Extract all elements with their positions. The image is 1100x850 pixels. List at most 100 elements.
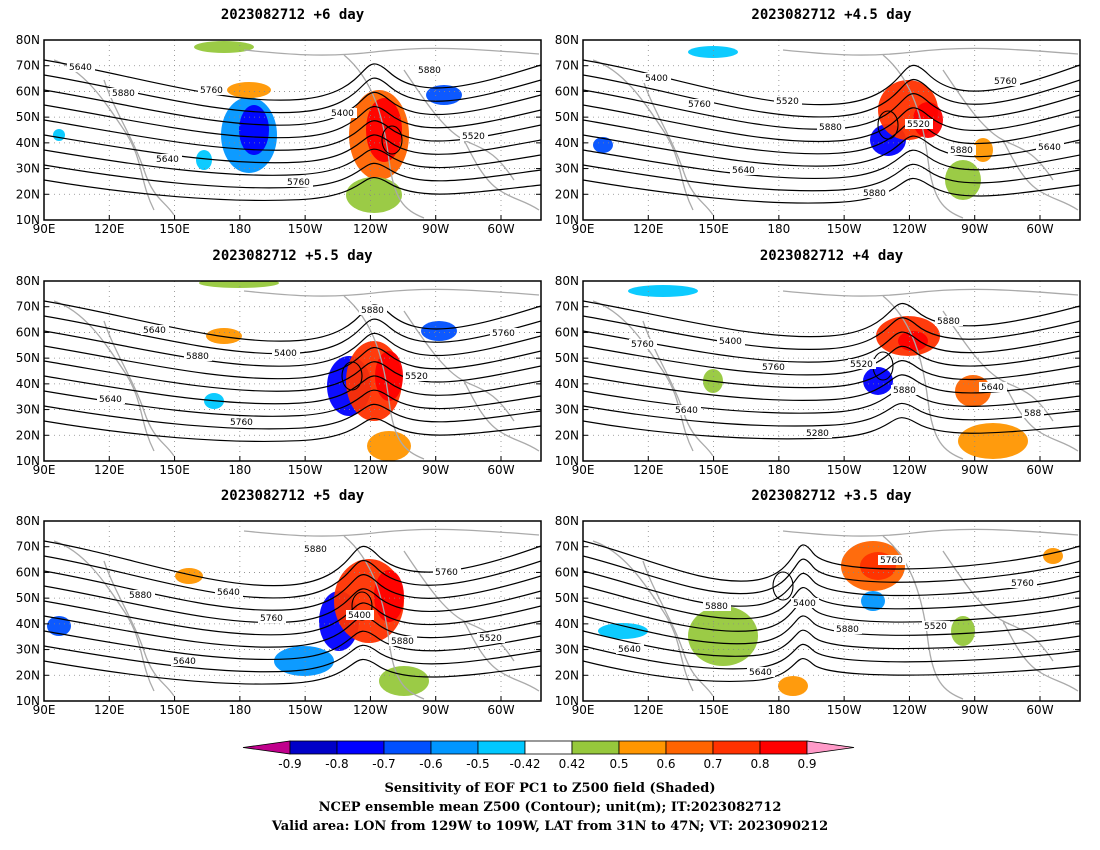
colorbar-swatch [524, 740, 573, 755]
coastline [942, 69, 1054, 181]
z500-contour [877, 110, 899, 140]
coastline [1002, 380, 1079, 452]
z500-contour [583, 59, 1080, 106]
coastline [882, 54, 964, 219]
y-tick-label: 40N [555, 617, 579, 631]
map-frame [43, 520, 542, 702]
z500-contour [44, 570, 541, 611]
colorbar-label: 0.6 [656, 757, 675, 771]
y-tick-label: 40N [555, 377, 579, 391]
y-tick-label: 20N [16, 668, 40, 682]
contour-label: 5520 [850, 360, 873, 370]
contour-label-bg [141, 325, 169, 335]
contour-label: 5880 [863, 189, 886, 199]
colorbar-swatch [336, 740, 385, 755]
colorbar-label: -0.8 [325, 757, 348, 771]
contour-label: 5640 [675, 406, 698, 416]
y-tick-label: 80N [555, 514, 579, 528]
colorbar-label: 0.8 [750, 757, 769, 771]
x-tick-label: 120W [353, 463, 388, 477]
z500-contour [44, 134, 541, 164]
z500-contour [44, 389, 541, 417]
sensitivity-shading [861, 591, 885, 611]
contour-label-bg [861, 188, 889, 198]
contour-label-bg [774, 96, 802, 106]
z500-contour [583, 89, 1080, 130]
contour-label-bg [673, 405, 701, 415]
x-tick-label: 120W [353, 703, 388, 717]
y-tick-label: 80N [16, 514, 40, 528]
z500-contour [44, 300, 541, 342]
sensitivity-shading [898, 331, 928, 351]
contour-label-bg [643, 73, 671, 83]
contour-label: 5520 [907, 120, 930, 130]
x-tick-label: 90E [572, 463, 595, 477]
sensitivity-shading [1043, 548, 1063, 564]
x-tick-label: 60W [1026, 703, 1053, 717]
coastline [592, 59, 694, 211]
contour-label: 5760 [200, 86, 223, 96]
x-tick-label: 150W [288, 703, 323, 717]
map-panel: 5400 5520 5520 5640 5640 5880 5760 5760 5880 5880… [555, 33, 1081, 236]
z500-contour [583, 134, 1080, 167]
colorbar-swatch [477, 740, 526, 755]
panel-title: 2023082712 +6 day [221, 7, 365, 23]
contour-label-bg [922, 621, 950, 631]
x-tick-label: 180 [767, 222, 790, 236]
x-tick-label: 120W [892, 463, 927, 477]
contour-label: 5760 [492, 329, 515, 339]
contour-label: 588 [1024, 409, 1041, 419]
contour-label-bg [616, 644, 644, 654]
z500-contour [772, 571, 794, 601]
contour-label: 5880 [129, 591, 152, 601]
contour-label-bg [905, 119, 933, 129]
y-tick-label: 70N [16, 540, 40, 554]
y-tick-label: 10N [555, 694, 579, 708]
colorbar-label: 0.7 [703, 757, 722, 771]
x-tick-label: 150E [698, 703, 729, 717]
contour-label: 5760 [287, 178, 310, 188]
x-tick-label: 180 [767, 463, 790, 477]
z500-contour [44, 162, 541, 189]
y-tick-label: 20N [555, 428, 579, 442]
contour-label-bg [154, 154, 182, 164]
coastline [243, 528, 540, 537]
sensitivity-shading [346, 177, 402, 213]
x-tick-label: 90E [33, 463, 56, 477]
map-frame [582, 520, 1081, 702]
z500-contour [44, 375, 541, 405]
contour-label: 5640 [143, 326, 166, 336]
coastline [103, 320, 175, 457]
map-frame [582, 280, 1081, 462]
z500-contour [583, 615, 1080, 645]
y-tick-label: 30N [555, 643, 579, 657]
contour-label-bg [97, 394, 125, 404]
x-tick-label: 90W [422, 703, 449, 717]
coastline [782, 528, 1079, 537]
colorbar-label: 0.42 [559, 757, 586, 771]
contour-label: 5760 [880, 556, 903, 566]
contour-label-bg [629, 339, 657, 349]
contour-label: 5520 [462, 132, 485, 142]
sensitivity-shading [951, 616, 975, 646]
y-tick-label: 40N [555, 136, 579, 150]
sensitivity-shading [379, 666, 429, 696]
contour-label: 5520 [405, 372, 428, 382]
contour-label: 5640 [156, 155, 179, 165]
map-frame [582, 39, 1081, 221]
y-tick-label: 10N [555, 213, 579, 227]
contour-label-bg [703, 601, 731, 611]
contour-label: 5760 [230, 418, 253, 428]
y-tick-label: 60N [555, 325, 579, 339]
sensitivity-shading [196, 150, 212, 170]
contour-label-bg [948, 145, 976, 155]
contour-label-bg [460, 131, 488, 141]
coastline [53, 540, 155, 692]
contour-label-bg [804, 428, 832, 438]
panel-title: 2023082712 +4 day [760, 248, 904, 264]
z500-contour [44, 615, 541, 648]
contour-label: 5400 [719, 337, 742, 347]
y-tick-label: 60N [16, 325, 40, 339]
z500-contour [44, 658, 541, 685]
contour-label: 5760 [994, 77, 1017, 87]
